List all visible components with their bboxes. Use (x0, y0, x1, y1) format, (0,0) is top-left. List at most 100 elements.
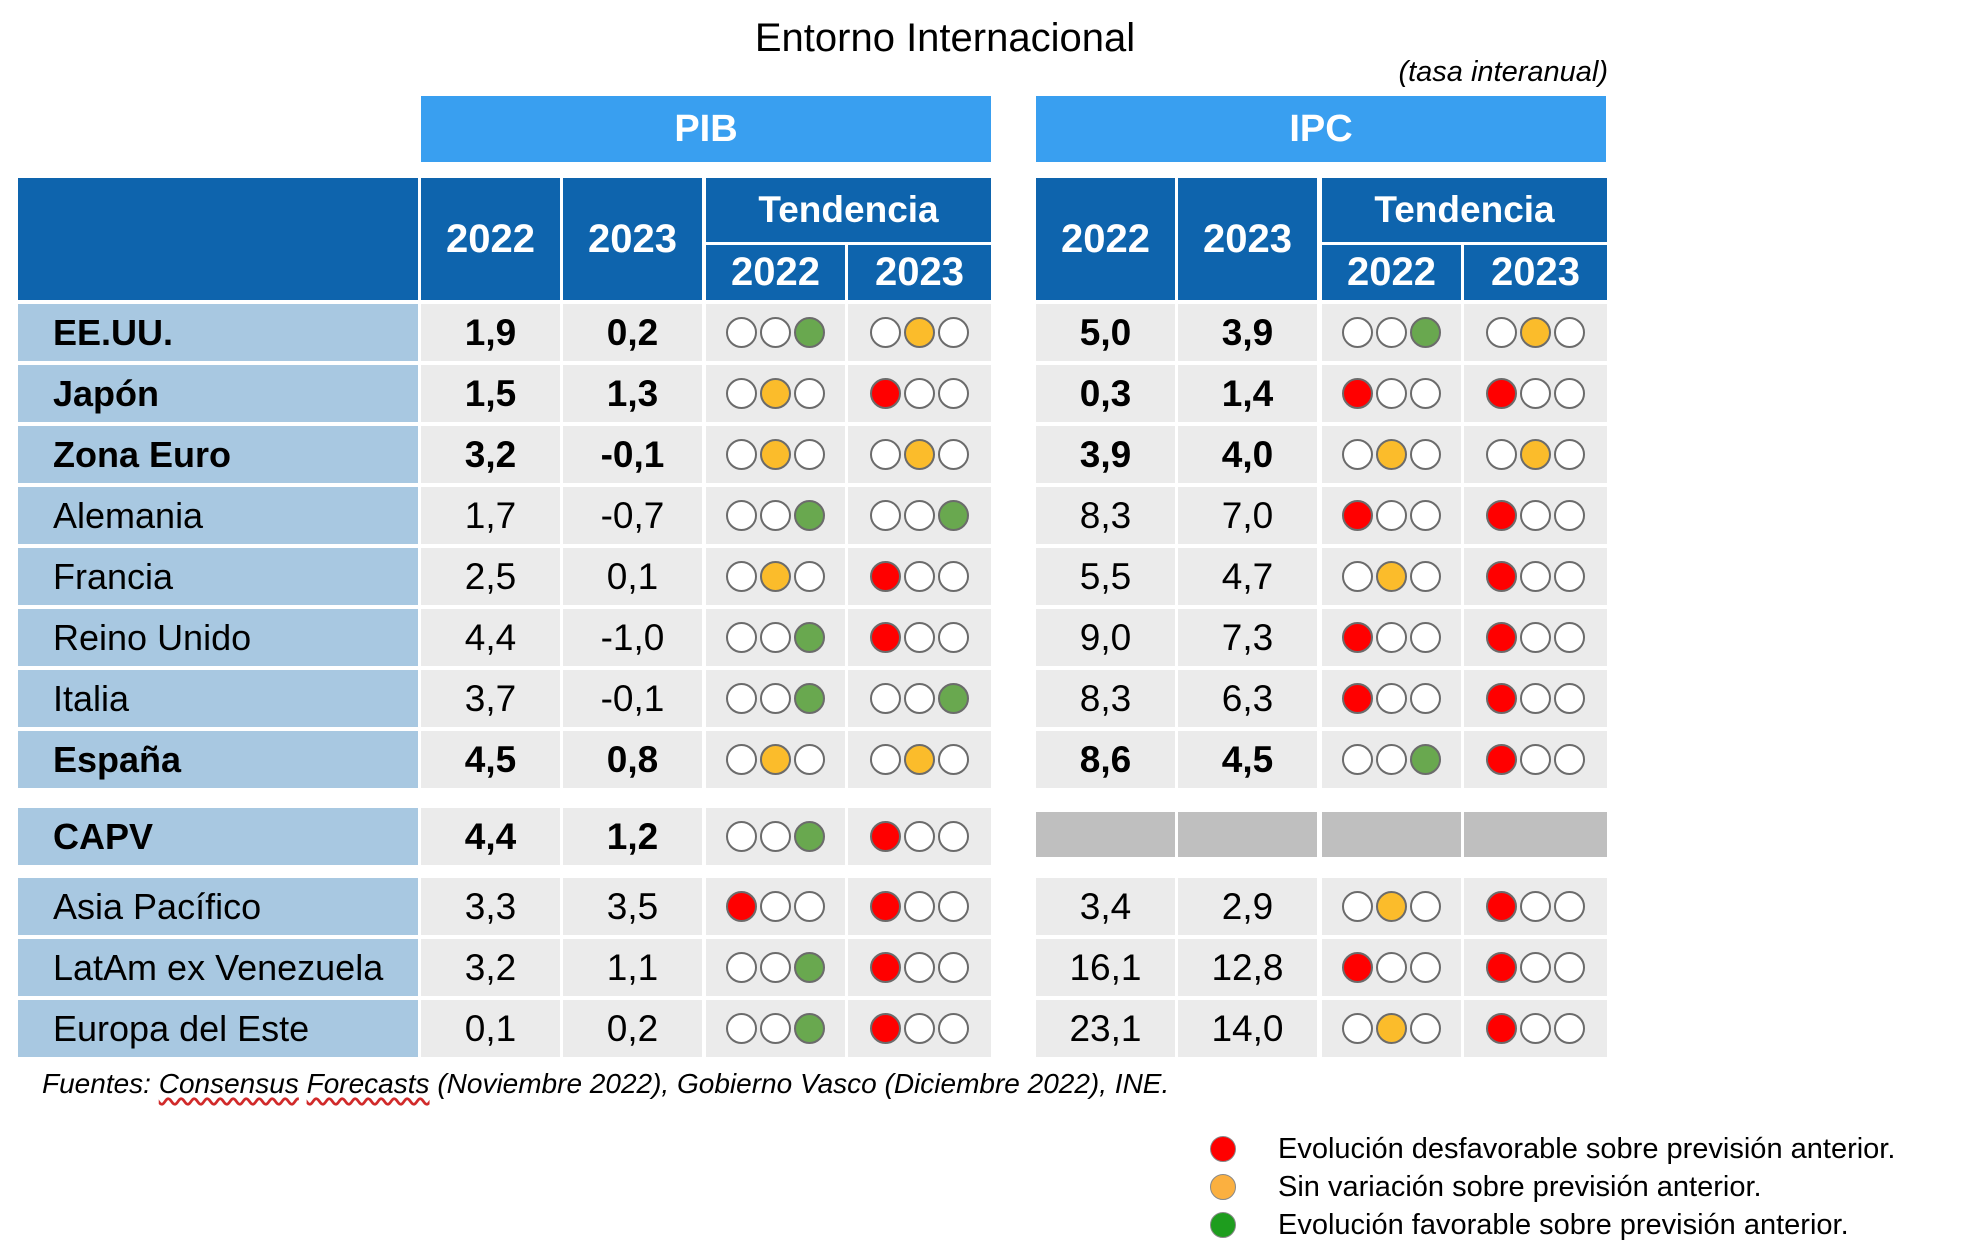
empty-light-icon (938, 891, 969, 922)
source-consensus: Consensus (158, 1068, 299, 1099)
ipc-trend-2023 (1464, 304, 1607, 361)
header-ipc-2023: 2023 (1178, 178, 1317, 300)
empty-light-icon (938, 1013, 969, 1044)
ipc-2023-value: 1,4 (1178, 365, 1317, 422)
pib-2023-value: -1,0 (563, 609, 702, 666)
green-light-icon (794, 622, 825, 653)
green-light-icon (794, 317, 825, 348)
pib-2023-value: 0,8 (563, 731, 702, 788)
green-light-icon (794, 1013, 825, 1044)
ipc-empty-cell (1036, 812, 1175, 857)
ipc-trend-2023 (1464, 670, 1607, 727)
pib-2023-value: -0,1 (563, 426, 702, 483)
amber-light-icon (1520, 439, 1551, 470)
empty-light-icon (1520, 622, 1551, 653)
empty-light-icon (726, 683, 757, 714)
empty-light-icon (1554, 378, 1585, 409)
pib-trend-2023 (848, 487, 991, 544)
ipc-2023-value: 3,9 (1178, 304, 1317, 361)
ipc-trend-2022 (1322, 609, 1461, 666)
ipc-trend-2023 (1464, 365, 1607, 422)
ipc-2023-value: 4,7 (1178, 548, 1317, 605)
empty-light-icon (870, 500, 901, 531)
empty-light-icon (1554, 439, 1585, 470)
pib-2022-value: 1,5 (421, 365, 560, 422)
header-ipc-trend-2023: 2023 (1464, 245, 1607, 300)
red-light-icon (1486, 1013, 1517, 1044)
pib-2023-value: 1,1 (563, 939, 702, 996)
row-label: España (18, 731, 418, 788)
empty-light-icon (1554, 1013, 1585, 1044)
source-suffix: (Noviembre 2022), Gobierno Vasco (Diciem… (429, 1068, 1170, 1099)
red-light-icon (1486, 378, 1517, 409)
amber-light-icon (904, 744, 935, 775)
red-light-icon (870, 1013, 901, 1044)
pib-trend-2023 (848, 939, 991, 996)
pib-trend-2022 (706, 304, 845, 361)
empty-light-icon (1410, 683, 1441, 714)
pib-2022-value: 0,1 (421, 1000, 560, 1057)
ipc-trend-2022 (1322, 426, 1461, 483)
empty-light-icon (904, 821, 935, 852)
ipc-trend-2022 (1322, 548, 1461, 605)
pib-trend-2023 (848, 365, 991, 422)
empty-light-icon (904, 683, 935, 714)
ipc-empty-cell (1464, 812, 1607, 857)
legend-item-unfavorable: Evolución desfavorable sobre previsión a… (1210, 1130, 1895, 1168)
empty-light-icon (726, 500, 757, 531)
header-pib-2023: 2023 (563, 178, 702, 300)
empty-light-icon (1486, 317, 1517, 348)
ipc-2023-value: 14,0 (1178, 1000, 1317, 1057)
red-light-icon (870, 952, 901, 983)
page-subtitle: (tasa interanual) (1398, 56, 1608, 88)
empty-light-icon (938, 561, 969, 592)
red-light-icon (870, 378, 901, 409)
pib-2023-value: 0,2 (563, 1000, 702, 1057)
empty-light-icon (1410, 952, 1441, 983)
row-label: EE.UU. (18, 304, 418, 361)
empty-light-icon (1554, 952, 1585, 983)
empty-light-icon (1376, 683, 1407, 714)
empty-light-icon (1410, 500, 1441, 531)
empty-light-icon (1376, 500, 1407, 531)
empty-light-icon (904, 622, 935, 653)
pib-trend-2022 (706, 487, 845, 544)
empty-light-icon (870, 683, 901, 714)
green-light-icon (794, 683, 825, 714)
empty-light-icon (1342, 439, 1373, 470)
legend-label: Evolución favorable sobre previsión ante… (1278, 1208, 1849, 1241)
ipc-2023-value: 12,8 (1178, 939, 1317, 996)
empty-light-icon (1410, 561, 1441, 592)
empty-light-icon (726, 1013, 757, 1044)
ipc-trend-2023 (1464, 548, 1607, 605)
source-prefix: Fuentes: (42, 1068, 159, 1099)
empty-light-icon (760, 952, 791, 983)
pib-trend-2023 (848, 548, 991, 605)
empty-light-icon (938, 952, 969, 983)
source-forecasts: Forecasts (306, 1068, 430, 1099)
red-light-icon (1342, 683, 1373, 714)
pib-trend-2022 (706, 808, 845, 865)
empty-light-icon (1342, 891, 1373, 922)
red-light-icon (1486, 744, 1517, 775)
legend: Evolución desfavorable sobre previsión a… (1210, 1130, 1895, 1244)
pib-trend-2022 (706, 1000, 845, 1057)
pib-trend-2022 (706, 426, 845, 483)
ipc-trend-2022 (1322, 939, 1461, 996)
pib-group-header: PIB (421, 96, 991, 162)
ipc-trend-2023 (1464, 487, 1607, 544)
ipc-trend-2022 (1322, 487, 1461, 544)
header-corner (18, 178, 418, 300)
ipc-2023-value: 2,9 (1178, 878, 1317, 935)
red-light-icon (1342, 500, 1373, 531)
empty-light-icon (938, 317, 969, 348)
pib-2022-value: 3,3 (421, 878, 560, 935)
ipc-2022-value: 3,4 (1036, 878, 1175, 935)
amber-light-icon (1376, 439, 1407, 470)
ipc-trend-2023 (1464, 609, 1607, 666)
empty-light-icon (1520, 891, 1551, 922)
legend-label: Evolución desfavorable sobre previsión a… (1278, 1132, 1896, 1165)
red-light-icon (870, 821, 901, 852)
ipc-trend-2022 (1322, 878, 1461, 935)
ipc-2022-value: 5,0 (1036, 304, 1175, 361)
